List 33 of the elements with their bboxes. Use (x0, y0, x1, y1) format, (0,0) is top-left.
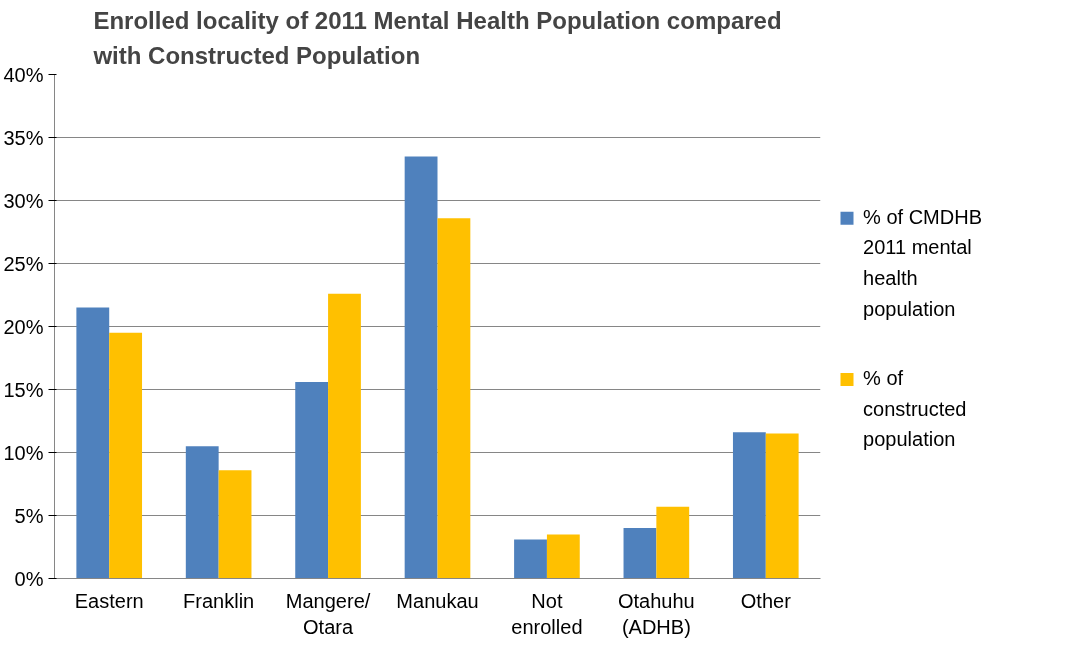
chart-title: Enrolled locality of 2011 Mental Health Population compared with Constructed Population (92, 7, 782, 70)
bar (76, 307, 110, 579)
x-tick-label: Mangere/ Otara (285, 589, 371, 638)
y-tick-label: 35% (3, 126, 44, 149)
bar (623, 528, 657, 579)
x-tick-label: Eastern (74, 589, 144, 612)
y-tick-label: 30% (3, 189, 44, 212)
x-tick-label: Other (740, 589, 792, 612)
y-tick-label: 20% (3, 315, 44, 338)
bar (546, 534, 580, 579)
x-tick-label: Manukau (396, 589, 479, 612)
bar (185, 446, 219, 579)
bar (328, 293, 361, 579)
y-tick-label: 15% (3, 378, 44, 401)
y-tick-label: 5% (14, 504, 44, 527)
x-tick-label: Not enrolled (511, 589, 583, 638)
bar (295, 381, 329, 579)
legend-label: % of CMDHB 2011 mental health population (863, 205, 983, 320)
bar (514, 539, 547, 579)
y-tick-label: 0% (14, 567, 44, 590)
bar (218, 470, 252, 579)
bar (656, 506, 690, 579)
legend-label: % of constructed population (863, 366, 967, 451)
bar (404, 156, 438, 579)
bar (732, 432, 766, 579)
x-tick-label: Otahuhu (ADHB) (617, 589, 695, 638)
bar (437, 218, 471, 579)
bar (765, 433, 799, 579)
x-tick-label: Franklin (183, 589, 255, 612)
y-tick-label: 40% (3, 63, 44, 86)
y-tick-label: 10% (3, 441, 44, 464)
bar (109, 332, 143, 579)
y-tick-label: 25% (3, 252, 44, 275)
